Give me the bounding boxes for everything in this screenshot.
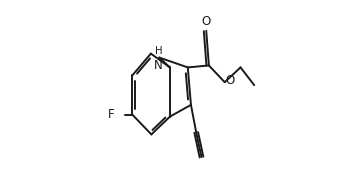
- Text: O: O: [226, 74, 235, 87]
- Text: O: O: [202, 15, 211, 28]
- Text: N: N: [154, 59, 163, 72]
- Text: F: F: [108, 108, 114, 121]
- Text: H: H: [155, 46, 162, 56]
